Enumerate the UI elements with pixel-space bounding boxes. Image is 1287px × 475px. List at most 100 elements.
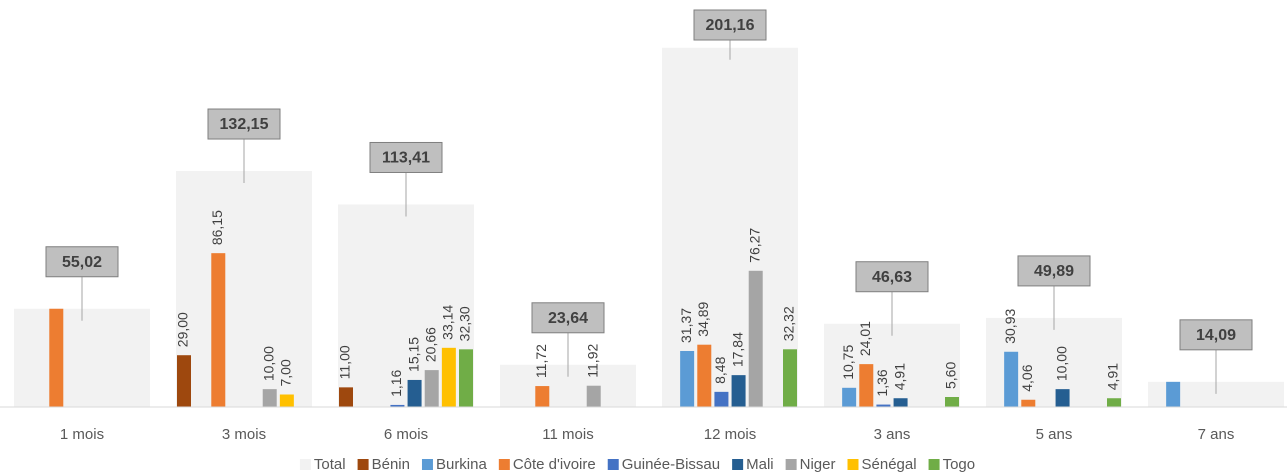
legend-swatch <box>607 459 619 470</box>
bar <box>586 385 601 407</box>
total-label: 113,41 <box>382 150 430 167</box>
legend-swatch <box>732 459 744 470</box>
data-label: 10,75 <box>840 345 856 380</box>
legend-label: Total <box>314 456 346 473</box>
legend-swatch <box>847 459 859 470</box>
data-label: 11,72 <box>533 344 549 378</box>
total-label: 55,02 <box>62 254 102 271</box>
bar <box>262 389 277 407</box>
data-label: 24,01 <box>857 321 873 356</box>
x-tick-label: 7 ans <box>1198 426 1235 443</box>
total-bar <box>176 171 312 407</box>
data-label: 11,00 <box>337 345 353 379</box>
legend-label: Bénin <box>372 456 410 473</box>
bar <box>859 364 874 407</box>
total-callout <box>1179 319 1253 351</box>
total-callout <box>45 246 119 278</box>
legend-label: Burkina <box>436 456 488 473</box>
data-label: 31,37 <box>678 308 694 343</box>
total-callout <box>207 108 281 140</box>
x-tick-label: 6 mois <box>384 426 428 443</box>
data-label: 76,27 <box>746 228 762 263</box>
total-label: 14,09 <box>1196 327 1236 344</box>
bar <box>49 308 64 407</box>
total-label: 23,64 <box>548 310 588 327</box>
legend-label: Mali <box>746 456 774 473</box>
data-label: 32,32 <box>781 306 797 341</box>
x-tick-label: 3 mois <box>222 426 266 443</box>
bar <box>731 375 746 407</box>
total-bar <box>14 308 150 407</box>
data-label: 4,91 <box>891 363 907 390</box>
legend: Total Bénin Burkina Côte d'ivoire Guinée-Bis… <box>299 456 976 473</box>
data-label: 15,15 <box>405 337 421 372</box>
legend-swatch <box>357 459 369 470</box>
legend-label: Guinée-Bissau <box>622 456 720 473</box>
total-label: 49,89 <box>1034 263 1074 280</box>
bar <box>339 387 353 407</box>
bar <box>876 404 891 407</box>
bar <box>407 379 422 407</box>
x-tick-label: 12 mois <box>704 426 757 443</box>
data-label: 1,36 <box>874 369 890 396</box>
bar <box>424 370 439 407</box>
data-label: 33,14 <box>440 305 456 340</box>
data-label: 8,48 <box>712 356 728 383</box>
bar <box>177 355 191 407</box>
bar <box>1166 381 1181 407</box>
total-bar <box>662 47 798 408</box>
bar <box>842 387 857 407</box>
legend-label: Togo <box>943 456 976 473</box>
data-label: 29,00 <box>175 312 191 347</box>
bar <box>1021 399 1036 407</box>
bar <box>390 404 405 407</box>
total-callout <box>855 261 929 293</box>
bar <box>211 253 226 407</box>
bar <box>535 386 550 407</box>
x-tick-label: 1 mois <box>60 426 104 443</box>
legend-swatch <box>785 459 797 470</box>
data-label: 1,16 <box>388 369 404 396</box>
bar <box>441 347 456 407</box>
bar <box>714 391 729 407</box>
total-label: 201,16 <box>706 17 755 34</box>
legend-swatch <box>928 459 940 470</box>
legend-label: Niger <box>800 456 836 473</box>
data-label: 4,91 <box>1105 363 1121 390</box>
data-label: 10,00 <box>1053 346 1069 381</box>
data-label: 11,92 <box>584 344 600 378</box>
x-tick-label: 11 mois <box>542 426 593 443</box>
data-label: 17,84 <box>729 332 745 367</box>
legend-swatch <box>421 459 433 470</box>
total-callout <box>531 302 605 334</box>
data-label: 30,93 <box>1002 309 1018 344</box>
legend-label: Sénégal <box>862 456 917 473</box>
bar <box>748 270 763 407</box>
bar <box>783 349 797 407</box>
data-label: 32,30 <box>457 306 473 341</box>
data-label: 4,06 <box>1019 364 1035 391</box>
bar <box>697 344 712 407</box>
bar <box>945 397 959 407</box>
x-tick-label: 5 ans <box>1036 426 1073 443</box>
total-callout <box>693 9 767 41</box>
data-label: 5,60 <box>943 362 959 389</box>
legend-swatch <box>299 459 311 470</box>
bar <box>279 394 294 407</box>
total-callout <box>1017 255 1091 287</box>
bar <box>1107 398 1121 407</box>
bar <box>1004 351 1019 407</box>
data-label: 10,00 <box>260 346 276 381</box>
data-label: 7,00 <box>278 359 294 386</box>
bar <box>459 349 473 407</box>
bar <box>893 398 908 407</box>
bar <box>1055 389 1070 407</box>
total-label: 46,63 <box>872 269 912 286</box>
legend-swatch <box>498 459 510 470</box>
total-label: 132,15 <box>220 116 269 133</box>
data-label: 86,15 <box>209 210 225 245</box>
legend-label: Côte d'ivoire <box>513 456 596 473</box>
bar <box>680 350 695 407</box>
total-callout <box>369 141 443 173</box>
